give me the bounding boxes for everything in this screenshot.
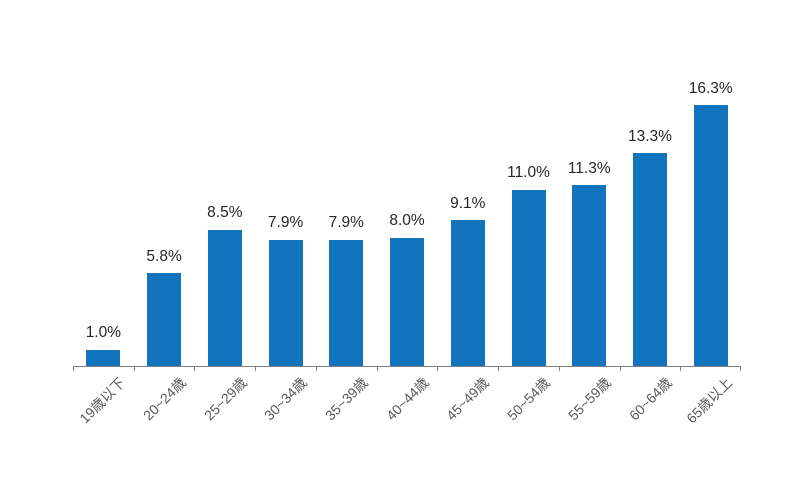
category-column: 16.3% 65歳以上: [680, 0, 741, 426]
bar-value-label: 9.1%: [450, 194, 486, 212]
x-axis-tick: [133, 366, 135, 371]
bar: [572, 185, 607, 366]
category-column: 11.3% 55~59歳: [558, 0, 620, 423]
x-axis-tick: [73, 366, 74, 371]
bar-value-label: 7.9%: [267, 214, 304, 232]
category-column: 9.1% 45~49歳: [437, 0, 498, 423]
category-column: 7.9% 35~39歳: [315, 0, 377, 423]
category-column: 13.3% 60~64歳: [619, 0, 681, 423]
x-axis-label: 65歳以上: [683, 374, 736, 427]
x-axis-tick: [498, 366, 500, 371]
category-column: 8.5% 25~29歳: [194, 0, 255, 423]
x-axis-label: 45~49歳: [443, 374, 493, 424]
bar: [86, 350, 121, 366]
bar-value-label: 8.5%: [207, 204, 243, 222]
bar-value-label: 16.3%: [688, 79, 733, 97]
x-axis-label: 50~54歳: [504, 374, 554, 424]
bar: [693, 105, 728, 366]
bar-value-label: 5.8%: [146, 247, 182, 265]
bar-value-label: 1.0%: [85, 324, 122, 342]
x-axis-tick: [255, 366, 257, 371]
category-column: 5.8% 20~24歳: [133, 0, 195, 423]
bar-value-label: 7.9%: [328, 214, 364, 232]
x-axis-tick: [680, 366, 682, 371]
x-axis-label: 35~39歳: [321, 374, 371, 424]
bar-value-label: 8.0%: [389, 212, 425, 230]
bar: [632, 153, 667, 366]
category-column: 11.0% 50~54歳: [498, 0, 559, 423]
x-axis-label: 19歳以下: [75, 374, 128, 427]
category-column: 1.0% 19歳以下: [73, 0, 134, 426]
x-axis-tick: [194, 366, 196, 371]
plot-area: 1.0% 19歳以下 5.8% 20~24歳 8.5% 25~29歳 7.9% 30~34歳 7…: [73, 0, 741, 426]
x-axis-label: 20~24歳: [139, 374, 189, 424]
x-axis-tick: [619, 366, 621, 371]
bar: [450, 220, 485, 366]
x-axis-tick: [315, 366, 317, 371]
x-axis-tick: [558, 366, 560, 371]
category-column: 8.0% 40~44歳: [376, 0, 438, 423]
x-axis-label: 40~44歳: [382, 374, 432, 424]
bar-value-label: 13.3%: [628, 127, 672, 145]
bar: [207, 230, 242, 366]
x-axis-tick: [376, 366, 378, 371]
bar: [511, 190, 546, 366]
bar-value-label: 11.3%: [567, 159, 611, 177]
x-axis-label: 60~64歳: [625, 374, 675, 424]
bar: [390, 238, 425, 366]
bar-value-label: 11.0%: [507, 164, 550, 182]
x-axis-label: 30~34歳: [261, 374, 311, 424]
x-axis-label: 55~59歳: [564, 374, 614, 424]
x-axis-label: 25~29歳: [200, 374, 250, 424]
bar: [268, 239, 303, 366]
bar: [147, 273, 182, 366]
x-axis-tick: [437, 366, 439, 371]
bar: [329, 239, 364, 366]
category-column: 7.9% 30~34歳: [255, 0, 316, 423]
